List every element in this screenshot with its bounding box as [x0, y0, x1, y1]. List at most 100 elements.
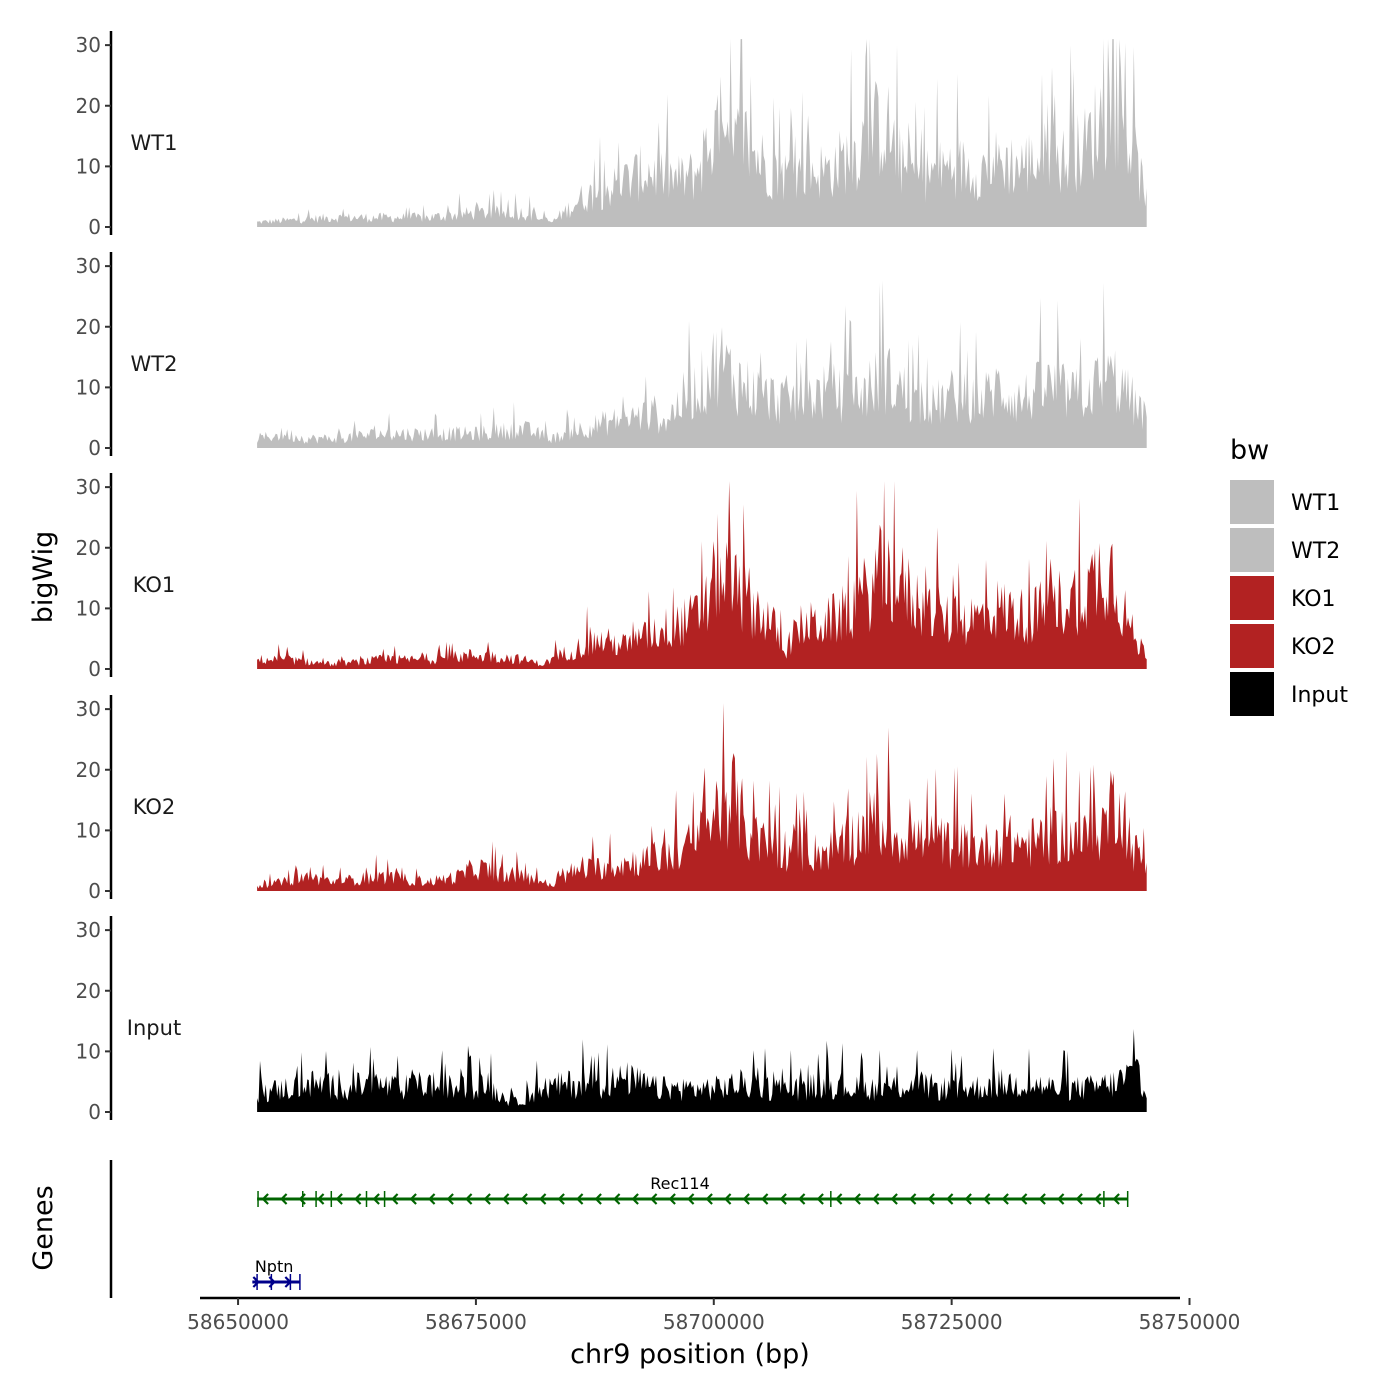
x-tick-label: 58750000	[1139, 1310, 1241, 1334]
x-tick-label: 58725000	[901, 1310, 1003, 1334]
strand-arrow	[983, 1193, 991, 1205]
strand-arrow	[465, 1193, 473, 1205]
strand-arrow	[650, 1193, 658, 1205]
y-tick-label: 10	[76, 596, 101, 620]
strand-arrow	[1038, 1193, 1046, 1205]
strand-arrow	[261, 1193, 269, 1205]
legend-label: KO2	[1291, 635, 1336, 660]
y-tick-label: 30	[76, 254, 101, 278]
y-tick-label: 10	[76, 1039, 101, 1063]
strand-arrow	[280, 1193, 288, 1205]
x-tick-label: 58650000	[187, 1310, 289, 1334]
strand-arrow	[687, 1193, 695, 1205]
strand-arrow	[835, 1193, 843, 1205]
y-axis-title-genes: Genes	[28, 1185, 59, 1270]
gene-label-rec114: Rec114	[650, 1174, 710, 1193]
x-tick-label: 58700000	[663, 1310, 765, 1334]
legend-label: WT2	[1291, 539, 1340, 564]
legend: bw WT1 WT2 KO1 KO2 Input	[1230, 435, 1348, 716]
strand-arrow	[705, 1193, 713, 1205]
x-axis: 58650000 58675000 58700000 58725000 58750000	[187, 1296, 1241, 1334]
strand-arrow	[742, 1193, 750, 1205]
strand-arrow	[539, 1193, 547, 1205]
track-ko2: KO2 0 10 20 30	[76, 695, 1147, 903]
strand-arrow	[317, 1193, 325, 1205]
strand-arrow	[483, 1193, 491, 1205]
strand-arrow	[1112, 1193, 1120, 1205]
strand-arrow	[890, 1193, 898, 1205]
strand-arrow	[1057, 1193, 1065, 1205]
strand-arrow	[428, 1193, 436, 1205]
y-axis-title-bigwig: bigWig	[28, 531, 59, 624]
strand-arrow	[631, 1193, 639, 1205]
strand-arrow	[909, 1193, 917, 1205]
genes-layer: Rec114 Nptn	[109, 1160, 1129, 1298]
coverage-area-wt1	[257, 39, 1147, 227]
strand-arrow	[668, 1193, 676, 1205]
track-ko1: KO1 0 10 20 30	[76, 473, 1147, 681]
track-wt2: WT2 0 10 20 30	[76, 252, 1147, 460]
legend-item-input: Input	[1230, 672, 1348, 716]
strand-arrow	[298, 1193, 306, 1205]
legend-swatch	[1230, 480, 1274, 524]
gene-nptn: Nptn	[252, 1257, 301, 1290]
strand-arrow	[1075, 1193, 1083, 1205]
gene-rec114: Rec114	[257, 1174, 1129, 1207]
strand-arrow	[1094, 1193, 1102, 1205]
strand-arrow	[798, 1193, 806, 1205]
coverage-area-input	[257, 1029, 1147, 1112]
legend-item-ko2: KO2	[1230, 624, 1336, 668]
strand-arrow	[391, 1193, 399, 1205]
legend-label: WT1	[1291, 491, 1340, 516]
gene-label-nptn: Nptn	[255, 1257, 294, 1276]
track-input: Input 0 10 20 30	[76, 916, 1147, 1124]
legend-label: Input	[1291, 683, 1348, 708]
legend-swatch	[1230, 672, 1274, 716]
y-tick-label: 20	[76, 979, 101, 1003]
y-tick-label: 0	[88, 436, 101, 460]
y-tick-label: 30	[76, 918, 101, 942]
y-tick-label: 10	[76, 375, 101, 399]
strand-arrow	[502, 1193, 510, 1205]
strand-arrow	[872, 1193, 880, 1205]
strand-arrow	[557, 1193, 565, 1205]
coverage-area-wt2	[257, 280, 1147, 448]
strand-arrow	[335, 1193, 343, 1205]
y-tick-label: 30	[76, 33, 101, 57]
y-tick-label: 0	[88, 657, 101, 681]
y-tick-label: 20	[76, 94, 101, 118]
strand-arrow	[779, 1193, 787, 1205]
y-tick-label: 10	[76, 154, 101, 178]
legend-item-wt1: WT1	[1230, 480, 1340, 524]
strand-arrow	[816, 1193, 824, 1205]
strand-arrow	[446, 1193, 454, 1205]
legend-item-ko1: KO1	[1230, 576, 1336, 620]
coverage-area-ko2	[257, 703, 1147, 891]
strand-arrow	[354, 1193, 362, 1205]
strand-arrow	[268, 1276, 276, 1288]
y-tick-label: 30	[76, 697, 101, 721]
legend-swatch	[1230, 576, 1274, 620]
y-tick-label: 20	[76, 315, 101, 339]
strand-arrow	[927, 1193, 935, 1205]
track-label-wt1: WT1	[131, 131, 178, 155]
track-label-input: Input	[127, 1016, 181, 1040]
y-tick-label: 0	[88, 1100, 101, 1124]
strand-arrow	[724, 1193, 732, 1205]
strand-arrow	[372, 1193, 380, 1205]
y-tick-label: 0	[88, 215, 101, 239]
track-label-wt2: WT2	[131, 352, 178, 376]
y-tick-label: 30	[76, 475, 101, 499]
y-tick-label: 0	[88, 879, 101, 903]
strand-arrow	[613, 1193, 621, 1205]
y-tick-label: 10	[76, 818, 101, 842]
x-tick-label: 58675000	[425, 1310, 527, 1334]
legend-swatch	[1230, 624, 1274, 668]
strand-arrow	[1001, 1193, 1009, 1205]
strand-arrow	[1020, 1193, 1028, 1205]
strand-arrow	[594, 1193, 602, 1205]
strand-arrow	[853, 1193, 861, 1205]
strand-arrow	[946, 1193, 954, 1205]
strand-arrow	[252, 1276, 260, 1288]
